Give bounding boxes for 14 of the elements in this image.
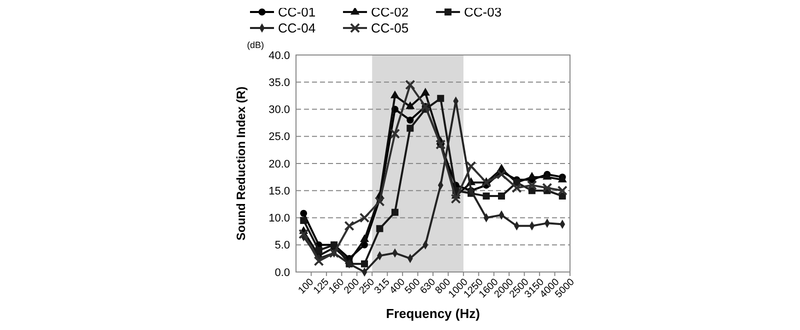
y-tick-label: 10.0	[268, 212, 290, 225]
text: (dB)	[247, 40, 264, 50]
y-axis-title: Sound Reduction Index (R)	[234, 86, 248, 240]
legend-label: CC-05	[371, 20, 409, 36]
legend-label: CC-04	[278, 20, 316, 36]
y-tick-label: 15.0	[268, 185, 290, 198]
y-tick-label: 25.0	[268, 131, 290, 144]
y-tick-label: 0.0	[274, 266, 290, 279]
y-tick-label: 20.0	[268, 158, 290, 170]
y-tick-label: 30.0	[268, 104, 290, 116]
y-tick-label: 35.0	[268, 76, 290, 89]
x-axis-title: Frequency (Hz)	[386, 306, 480, 321]
y-tick-label: 40.0	[268, 50, 290, 62]
y-tick-label: 5.0	[274, 240, 290, 252]
